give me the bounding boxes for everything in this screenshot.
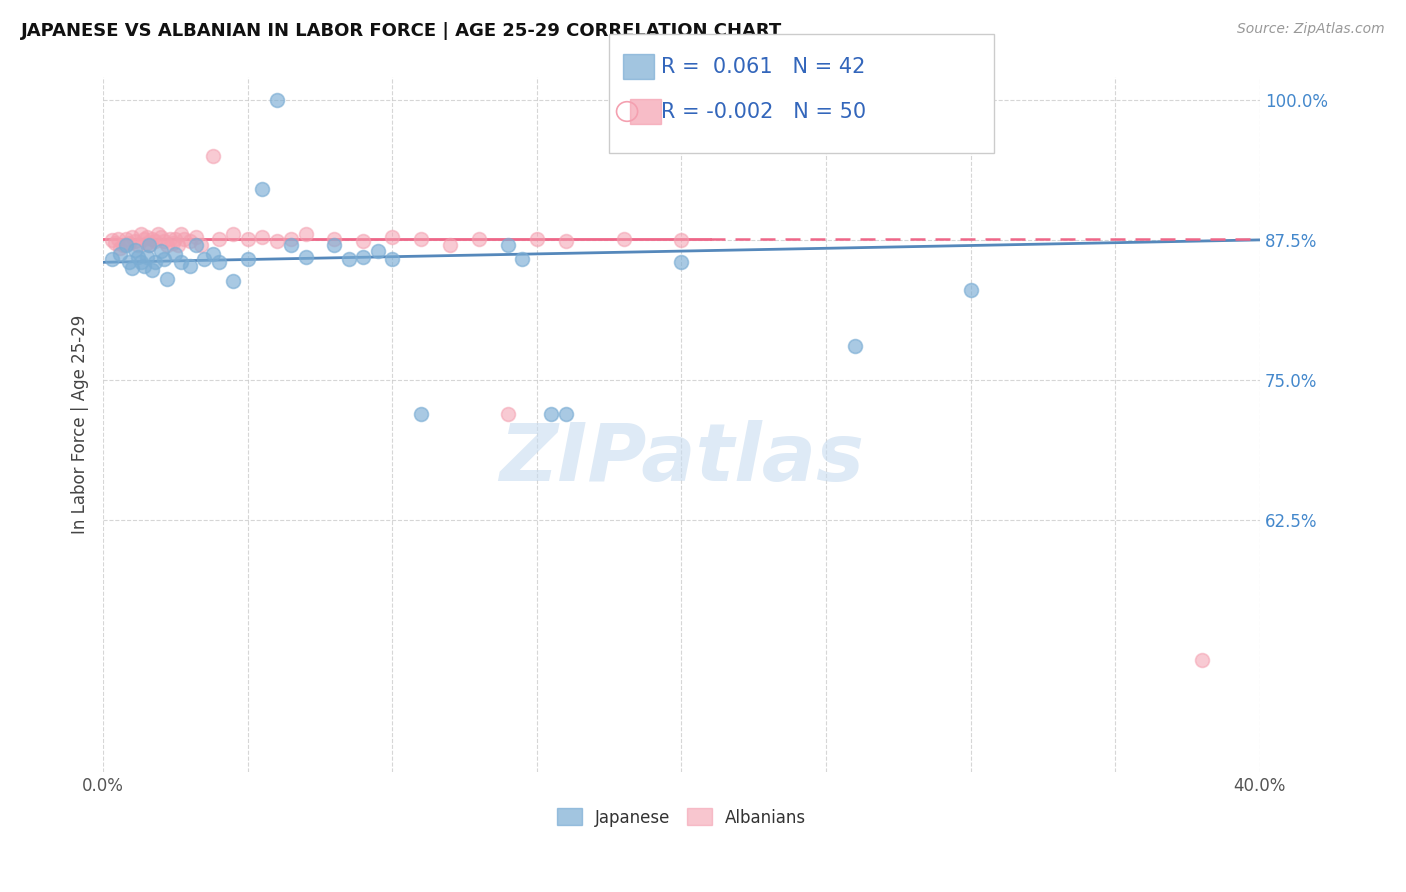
Point — [135, 236, 157, 251]
Point — [496, 407, 519, 421]
Point — [323, 232, 346, 246]
Point — [165, 247, 187, 261]
Point — [110, 247, 132, 261]
Point — [132, 259, 155, 273]
Point — [121, 229, 143, 244]
Point — [170, 227, 193, 242]
Point — [138, 238, 160, 252]
Point — [554, 234, 576, 248]
Point — [250, 229, 273, 244]
Point — [613, 232, 636, 246]
Point — [222, 274, 245, 288]
Point — [222, 227, 245, 242]
Point — [141, 263, 163, 277]
Point — [844, 339, 866, 353]
Point — [411, 232, 433, 246]
Point — [208, 255, 231, 269]
Point — [101, 233, 124, 247]
Text: Source: ZipAtlas.com: Source: ZipAtlas.com — [1237, 22, 1385, 37]
Point — [184, 238, 207, 252]
Point — [173, 232, 195, 246]
Point — [184, 229, 207, 244]
Point — [104, 236, 127, 251]
Point — [202, 247, 225, 261]
Point — [671, 255, 693, 269]
Point — [266, 234, 288, 248]
Point — [193, 252, 215, 266]
Point — [110, 241, 132, 255]
Point — [411, 407, 433, 421]
Point — [156, 272, 179, 286]
Point — [236, 252, 259, 266]
Point — [153, 234, 176, 248]
Point — [143, 255, 166, 269]
Text: ZIPatlas: ZIPatlas — [499, 420, 865, 499]
Point — [156, 238, 179, 252]
Point — [236, 232, 259, 246]
Point — [190, 238, 212, 252]
Text: JAPANESE VS ALBANIAN IN LABOR FORCE | AGE 25-29 CORRELATION CHART: JAPANESE VS ALBANIAN IN LABOR FORCE | AG… — [21, 22, 782, 40]
Point — [112, 238, 135, 252]
Point — [280, 232, 302, 246]
Point — [367, 244, 389, 258]
Point — [496, 238, 519, 252]
Point — [554, 407, 576, 421]
Point — [266, 93, 288, 107]
Point — [352, 234, 374, 248]
Point — [153, 252, 176, 266]
Point — [294, 250, 316, 264]
Point — [129, 227, 152, 242]
Point — [141, 232, 163, 246]
Point — [294, 227, 316, 242]
Point — [162, 236, 184, 251]
Point — [146, 227, 169, 242]
Point — [439, 238, 461, 252]
Point — [1191, 653, 1213, 667]
Point — [143, 234, 166, 248]
Point — [526, 232, 548, 246]
Point — [671, 233, 693, 247]
Point — [115, 232, 138, 246]
Point — [118, 236, 141, 251]
Point — [352, 250, 374, 264]
Point — [381, 252, 404, 266]
Point — [129, 255, 152, 269]
Point — [170, 255, 193, 269]
Text: R = -0.002   N = 50: R = -0.002 N = 50 — [661, 102, 866, 121]
Point — [149, 244, 172, 258]
Point — [107, 232, 129, 246]
Y-axis label: In Labor Force | Age 25-29: In Labor Force | Age 25-29 — [72, 315, 89, 534]
Point — [208, 232, 231, 246]
Point — [165, 232, 187, 246]
Legend: Japanese, Albanians: Japanese, Albanians — [550, 802, 813, 833]
Point — [179, 259, 201, 273]
Point — [149, 229, 172, 244]
Point — [121, 260, 143, 275]
Text: R =  0.061   N = 42: R = 0.061 N = 42 — [661, 57, 865, 77]
Point — [540, 407, 562, 421]
Point — [202, 149, 225, 163]
Point — [135, 229, 157, 244]
Point — [101, 252, 124, 266]
Point — [124, 243, 146, 257]
Point — [323, 238, 346, 252]
Point — [512, 252, 534, 266]
Point — [132, 232, 155, 246]
Point — [135, 250, 157, 264]
Point — [118, 255, 141, 269]
Point — [337, 252, 360, 266]
Point — [138, 238, 160, 252]
Point — [127, 238, 149, 252]
Point — [159, 232, 181, 246]
Point — [381, 229, 404, 244]
Point — [280, 238, 302, 252]
Point — [468, 232, 491, 246]
Point — [167, 238, 190, 252]
Point — [179, 234, 201, 248]
Point — [250, 182, 273, 196]
Point — [115, 238, 138, 252]
Point — [124, 234, 146, 248]
Point — [959, 283, 981, 297]
Point — [127, 250, 149, 264]
